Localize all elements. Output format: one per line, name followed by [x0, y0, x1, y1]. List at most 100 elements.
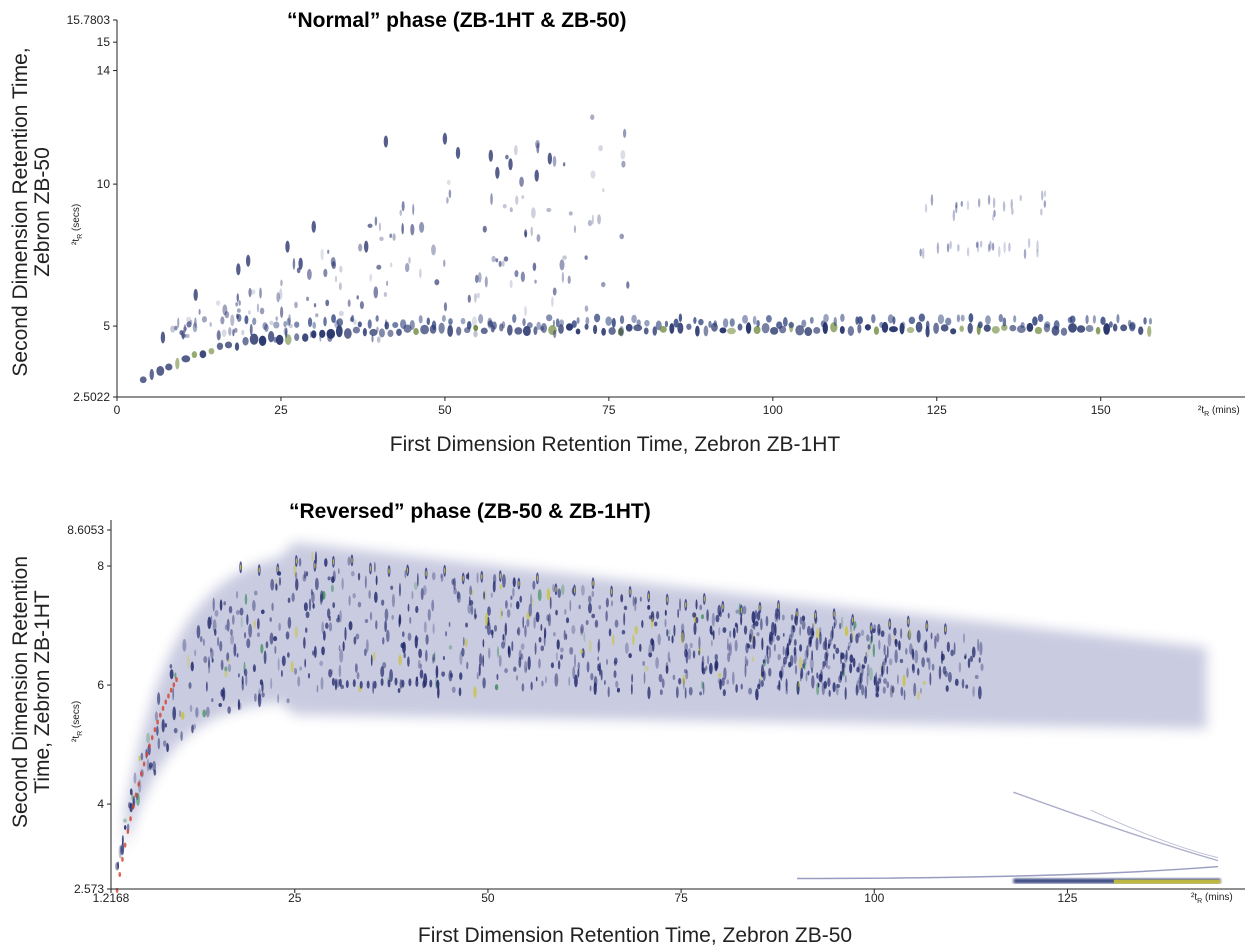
peak [499, 607, 503, 620]
peak [198, 308, 201, 315]
peak [305, 627, 308, 633]
peak [432, 657, 435, 664]
peak [261, 681, 264, 693]
peak [526, 611, 530, 620]
peak [816, 672, 819, 679]
peak [620, 594, 624, 603]
peak [625, 323, 633, 332]
peak [193, 288, 198, 301]
peak [593, 675, 598, 688]
peak [233, 327, 238, 333]
peak [594, 619, 599, 628]
peak [161, 718, 165, 733]
peak [409, 320, 415, 330]
peak [269, 320, 274, 326]
peak [277, 566, 279, 573]
peak [305, 611, 310, 619]
peak [993, 209, 996, 218]
peak [623, 605, 628, 611]
peak [967, 322, 973, 334]
peak [729, 642, 733, 656]
peak [1148, 317, 1153, 325]
peak [129, 802, 133, 813]
peak [851, 628, 854, 641]
peak [550, 662, 554, 669]
peak [1129, 321, 1136, 330]
peak [186, 316, 192, 322]
y-tick-label: 15.7803 [67, 13, 111, 27]
peak [980, 663, 984, 672]
peak [239, 702, 242, 710]
peak [824, 651, 828, 662]
peak [546, 588, 551, 601]
peak [479, 653, 483, 666]
peak [770, 621, 775, 636]
peak [916, 690, 921, 701]
peak [944, 626, 947, 633]
peak [228, 326, 232, 336]
peak [718, 610, 722, 618]
peak [202, 709, 207, 718]
peak [979, 240, 983, 248]
peak [338, 678, 342, 687]
peak [273, 321, 280, 329]
peak [686, 323, 692, 330]
peak [545, 314, 553, 322]
peak [908, 316, 916, 325]
peak [650, 611, 655, 623]
peak [182, 638, 187, 652]
peak [736, 623, 739, 634]
y-tick-label: 2.573 [74, 882, 104, 896]
peak [246, 638, 251, 649]
peak [446, 197, 449, 204]
peak [778, 682, 781, 692]
peak [979, 641, 983, 656]
peak [246, 614, 249, 626]
peak [167, 693, 170, 699]
peak [1120, 324, 1128, 332]
peak [217, 636, 219, 647]
peak [466, 661, 469, 670]
peak [723, 667, 727, 680]
peak [281, 655, 286, 667]
peak [501, 321, 506, 329]
peak [351, 571, 355, 577]
peak [913, 682, 917, 697]
peak [654, 621, 658, 627]
peak [1043, 190, 1047, 198]
peak [911, 663, 915, 671]
peak [339, 609, 342, 623]
peak [286, 698, 290, 704]
peak [380, 678, 384, 687]
peak [778, 670, 783, 679]
peak [611, 317, 616, 328]
peak [493, 624, 498, 632]
peak [178, 710, 182, 718]
peak [552, 287, 557, 296]
peak [473, 325, 479, 332]
peak [788, 321, 795, 329]
peak [191, 724, 194, 734]
x-tick-label: 100 [864, 891, 884, 905]
peak [840, 313, 845, 322]
peak [921, 657, 925, 668]
peak [347, 299, 351, 307]
peak [538, 636, 542, 643]
peak [371, 334, 374, 343]
y-tick-label: 14 [97, 64, 111, 78]
peak [798, 681, 800, 688]
peak [334, 320, 340, 329]
peak [345, 680, 349, 689]
peak [781, 614, 785, 621]
peak [778, 609, 781, 621]
peak [745, 642, 749, 654]
peak [661, 678, 665, 689]
peak [881, 665, 884, 678]
peak [543, 627, 547, 639]
peak [863, 656, 867, 665]
peak [752, 635, 756, 650]
peak [338, 282, 342, 291]
peak [173, 727, 178, 734]
peak [901, 321, 906, 330]
peak [161, 705, 165, 711]
